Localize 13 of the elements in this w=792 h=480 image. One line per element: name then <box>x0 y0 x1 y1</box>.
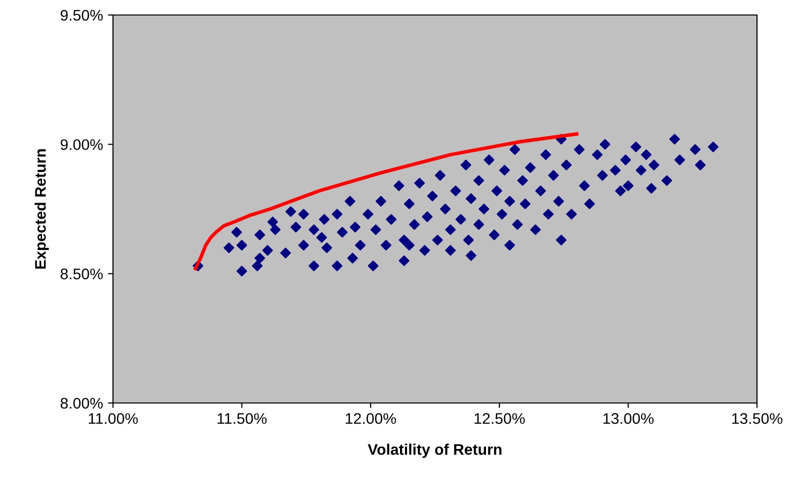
x-tick-label: 13.50% <box>732 413 782 424</box>
line-series <box>194 132 578 270</box>
x-axis-title: Volatility of Return <box>368 444 502 458</box>
x-tick-label: 11.50% <box>218 413 267 424</box>
x-tick-label: 12.50% <box>474 413 525 424</box>
y-tick-label: 8.00% <box>60 398 103 409</box>
y-tick-label: 8.50% <box>60 268 103 280</box>
y-tick-label: 9.00% <box>60 139 103 150</box>
x-tick-label: 12.00% <box>346 413 396 424</box>
y-axis-title: Expected Return <box>34 149 49 269</box>
y-tick-label: 9.50% <box>60 10 103 21</box>
x-tick-label: 11.00% <box>88 413 138 424</box>
x-tick-label: 13.00% <box>603 413 654 424</box>
